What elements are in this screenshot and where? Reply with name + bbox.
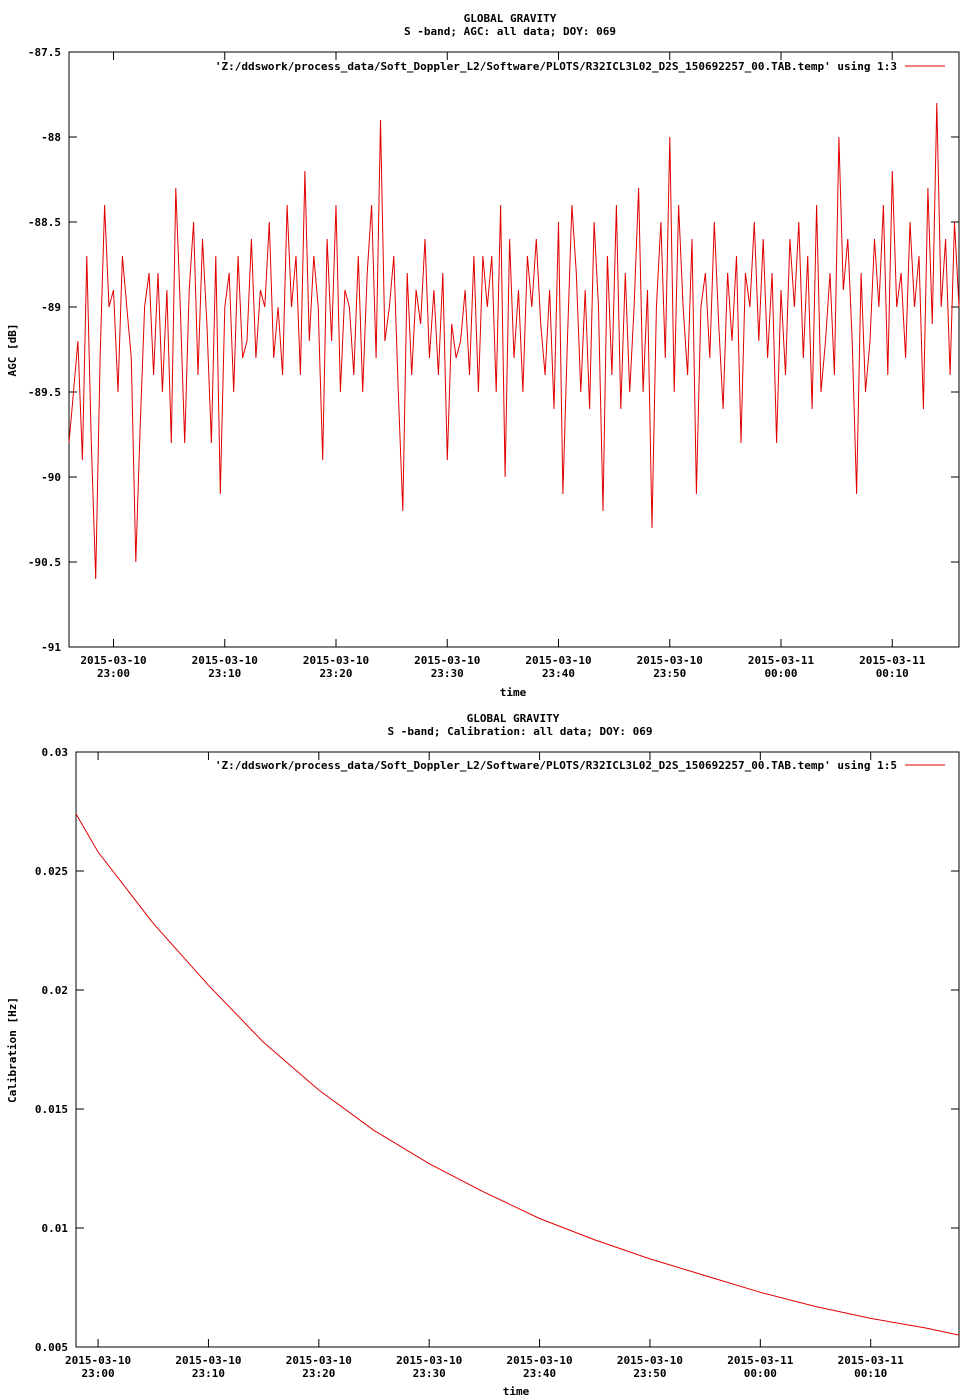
x-tick-label-date: 2015-03-10 (525, 654, 591, 667)
x-tick-label-date: 2015-03-10 (80, 654, 146, 667)
x-tick-label-date: 2015-03-10 (637, 654, 703, 667)
plot-frame (68, 51, 960, 648)
x-tick-label-date: 2015-03-11 (748, 654, 815, 667)
chart-subtitle: S -band; AGC: all data; DOY: 069 (404, 25, 616, 38)
x-tick-label-time: 23:00 (82, 1367, 115, 1380)
y-tick-label: -91 (41, 641, 61, 654)
calibration-chart: GLOBAL GRAVITY S -band; Calibration: all… (6, 712, 960, 1398)
x-tick-label-time: 23:10 (208, 667, 241, 680)
x-tick-label-date: 2015-03-10 (65, 1354, 131, 1367)
y-tick-label: -89.5 (28, 386, 61, 399)
x-tick-label-time: 00:10 (876, 667, 909, 680)
chart-title: GLOBAL GRAVITY (467, 712, 560, 725)
x-tick-label-time: 23:40 (542, 667, 575, 680)
y-tick-label: -88.5 (28, 216, 61, 229)
x-ticks: 2015-03-1023:002015-03-1023:102015-03-10… (80, 52, 926, 680)
x-tick-label-time: 23:20 (302, 1367, 335, 1380)
x-tick-label-time: 00:10 (854, 1367, 887, 1380)
y-axis-label: Calibration [Hz] (6, 997, 19, 1103)
x-tick-label-time: 00:00 (764, 667, 797, 680)
x-tick-label-date: 2015-03-11 (859, 654, 926, 667)
x-tick-label-date: 2015-03-10 (303, 654, 369, 667)
x-tick-label-date: 2015-03-10 (414, 654, 480, 667)
x-tick-label-date: 2015-03-11 (727, 1354, 794, 1367)
y-tick-label: 0.03 (42, 746, 69, 759)
y-tick-label: -90.5 (28, 556, 61, 569)
y-ticks: -87.5 -88 -88.5 -89 -89.5 -90 -90.5 -91 (28, 46, 959, 654)
x-ticks: 2015-03-1023:002015-03-1023:102015-03-10… (65, 752, 904, 1380)
legend-label: 'Z:/ddswork/process_data/Soft_Doppler_L2… (215, 60, 897, 73)
x-tick-label-date: 2015-03-10 (286, 1354, 352, 1367)
y-tick-label: 0.025 (35, 865, 68, 878)
x-tick-label-date: 2015-03-10 (192, 654, 258, 667)
y-tick-label: -90 (41, 471, 61, 484)
legend-label: 'Z:/ddswork/process_data/Soft_Doppler_L2… (215, 759, 897, 772)
x-tick-label-time: 23:50 (653, 667, 686, 680)
x-tick-label-date: 2015-03-11 (838, 1354, 905, 1367)
x-tick-label-time: 23:50 (633, 1367, 666, 1380)
y-tick-label: -88 (41, 131, 61, 144)
y-tick-label: 0.01 (42, 1222, 69, 1235)
x-tick-label-time: 23:30 (431, 667, 464, 680)
chart-title: GLOBAL GRAVITY (464, 12, 557, 25)
plot-frame (75, 751, 960, 1348)
x-tick-label-time: 23:40 (523, 1367, 556, 1380)
y-tick-label: 0.015 (35, 1103, 68, 1116)
x-tick-label-time: 23:20 (319, 667, 352, 680)
x-tick-label-date: 2015-03-10 (506, 1354, 572, 1367)
y-tick-label: -87.5 (28, 46, 61, 59)
y-tick-label: -89 (41, 301, 61, 314)
x-tick-label-date: 2015-03-10 (617, 1354, 683, 1367)
x-tick-label-time: 23:10 (192, 1367, 225, 1380)
x-axis-label: time (500, 686, 527, 699)
y-ticks: 0.03 0.025 0.02 0.015 0.01 0.005 (35, 746, 959, 1354)
y-tick-label: 0.005 (35, 1341, 68, 1354)
x-tick-label-date: 2015-03-10 (175, 1354, 241, 1367)
agc-chart: GLOBAL GRAVITY S -band; AGC: all data; D… (6, 12, 960, 699)
series-line (75, 813, 960, 1336)
y-axis-label: AGC [dB] (6, 324, 19, 377)
x-tick-label-date: 2015-03-10 (396, 1354, 462, 1367)
x-axis-label: time (503, 1385, 530, 1398)
y-tick-label: 0.02 (42, 984, 69, 997)
x-tick-label-time: 23:00 (97, 667, 130, 680)
x-tick-label-time: 23:30 (413, 1367, 446, 1380)
series-line (68, 102, 960, 580)
x-tick-label-time: 00:00 (744, 1367, 777, 1380)
chart-subtitle: S -band; Calibration: all data; DOY: 069 (388, 725, 653, 738)
